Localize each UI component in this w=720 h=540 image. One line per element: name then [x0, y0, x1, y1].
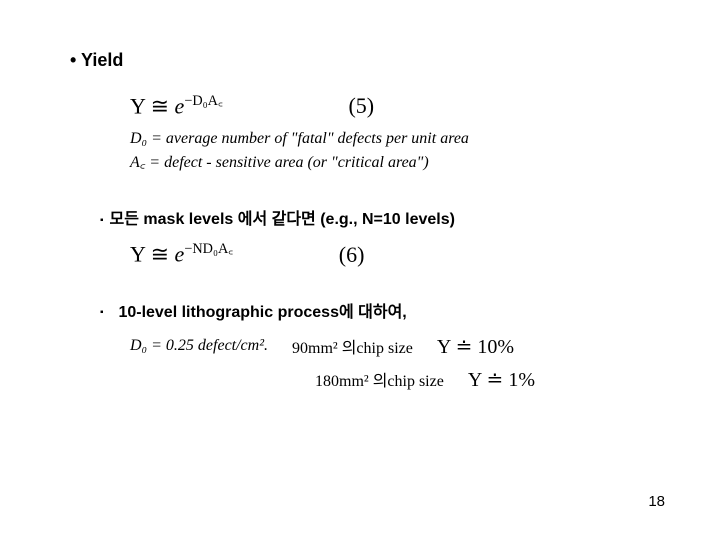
example-yield-2: Y ≐ 1% — [468, 367, 535, 392]
formula-5-block: Y ≅ e−D₀A꜀ (5) D₀ = average number of "f… — [130, 91, 650, 175]
page-number: 18 — [648, 493, 665, 510]
formula-6-base: e — [175, 242, 185, 267]
formula-6: Y ≅ e−ND₀A꜀ (6) — [130, 239, 650, 267]
definition-ac: A꜀ = defect - sensitive area (or "critic… — [130, 151, 650, 175]
example-size-2: 180mm² 의chip size — [315, 367, 444, 391]
yield2-rhs: 1% — [508, 369, 535, 391]
yield1-rhs: 10% — [477, 336, 514, 358]
bullet-3-text: 10-level lithographic process에 대하여, — [118, 304, 406, 321]
formula-5-lhs: Y ≅ — [130, 93, 175, 118]
bullet-example: ▪ 10-level lithographic process에 대하여, — [100, 298, 650, 322]
slide-content: • Yield Y ≅ e−D₀A꜀ (5) D₀ = average numb… — [0, 0, 720, 392]
def-ac-text: A꜀ = defect - sensitive area (or "critic… — [130, 154, 429, 171]
formula-5-base: e — [175, 93, 185, 118]
formula-6-number: (6) — [339, 242, 365, 267]
example-d0: D₀ = 0.25 defect/cm². — [130, 337, 268, 355]
example-block: D₀ = 0.25 defect/cm². 90mm² 의chip size Y… — [130, 334, 650, 392]
formula-5: Y ≅ e−D₀A꜀ (5) — [130, 91, 650, 119]
example-size-1: 90mm² 의chip size — [292, 334, 413, 358]
formula-5-exponent: −D₀A꜀ — [184, 93, 223, 109]
formula-6-exponent: −ND₀A꜀ — [184, 241, 233, 257]
formula-6-lhs: Y ≅ — [130, 242, 175, 267]
bullet-2-text: 모든 mask levels 에서 같다면 (e.g., N=10 levels… — [110, 211, 455, 228]
formula-5-number: (5) — [348, 93, 374, 118]
bullet-marker: ▪ — [100, 215, 104, 226]
bullet-mask-levels: ▪ 모든 mask levels 에서 같다면 (e.g., N=10 level… — [100, 205, 650, 229]
section-title: • Yield — [70, 50, 650, 71]
example-line-1: D₀ = 0.25 defect/cm². 90mm² 의chip size Y… — [130, 334, 650, 359]
yield1-lhs: Y — [437, 336, 451, 358]
yield2-op: ≐ — [482, 369, 509, 391]
definition-d0: D₀ = average number of "fatal" defects p… — [130, 127, 650, 151]
example-line-2: 180mm² 의chip size Y ≐ 1% — [315, 367, 650, 392]
yield2-lhs: Y — [468, 369, 482, 391]
def-d0-text: D₀ = average number of "fatal" defects p… — [130, 130, 469, 147]
example-yield-1: Y ≐ 10% — [437, 334, 514, 359]
bullet-marker-3: ▪ — [100, 307, 104, 318]
yield1-op: ≐ — [451, 336, 478, 358]
